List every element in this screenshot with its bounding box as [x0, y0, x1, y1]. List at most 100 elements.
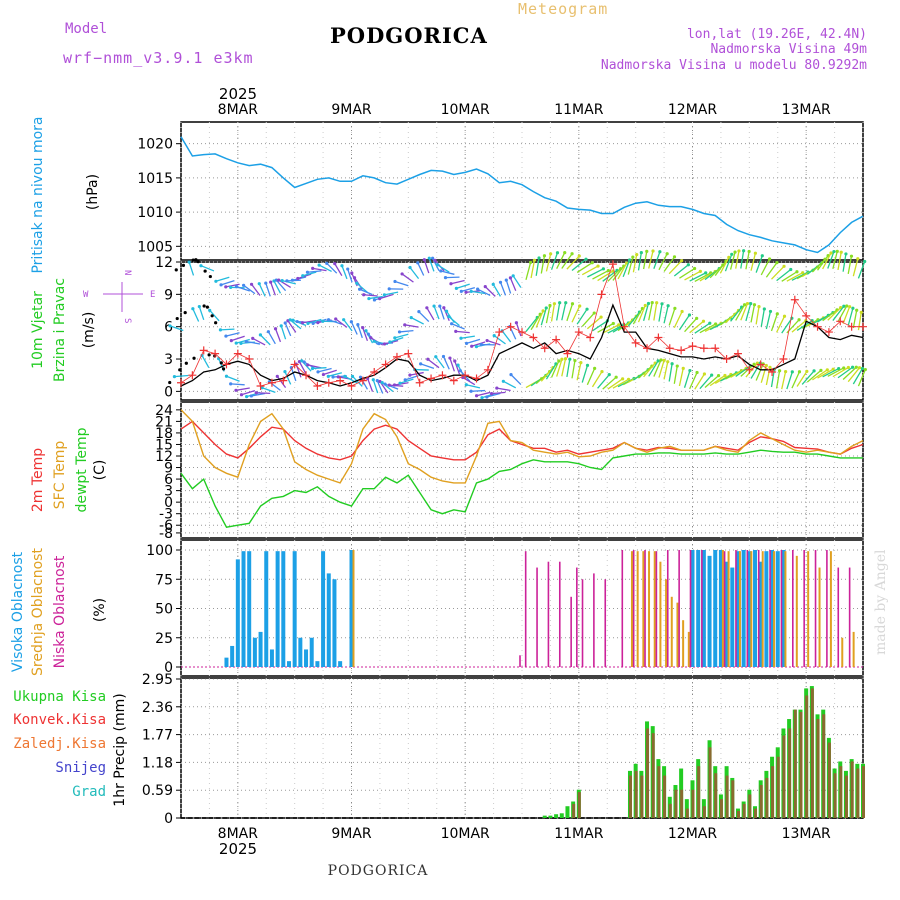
wind-arrow — [760, 308, 765, 327]
wind-gust-line — [180, 262, 863, 387]
cloud-high-bar — [230, 645, 235, 667]
wind-arrow-head — [621, 377, 625, 381]
wind-arrow — [811, 258, 826, 273]
wind-arrow-head — [851, 306, 855, 310]
wind-arrow — [477, 288, 491, 296]
cloud-low-bar — [666, 550, 669, 667]
wind-arrow-head — [665, 252, 669, 256]
date-label-top-4: 12MAR — [668, 102, 717, 118]
model-label: Model — [65, 21, 107, 37]
y-tick-label: 100 — [146, 543, 173, 559]
wind-arrow-head — [529, 260, 533, 265]
wind-arrow-head — [585, 363, 590, 367]
wind-arrow-head — [326, 374, 330, 378]
wind-arrow — [852, 310, 858, 329]
wind-arrow — [592, 269, 609, 280]
wind-arrow-head — [454, 329, 458, 333]
wind-arrow-head — [192, 356, 196, 360]
wind-arrow-head — [393, 336, 397, 340]
wind-arrow-head — [283, 321, 287, 325]
wind-arrow-head — [797, 370, 802, 374]
wind-arrow — [775, 370, 781, 389]
y-tick-label: 3 — [164, 484, 173, 500]
wind-arrow-head — [194, 258, 198, 262]
wind-arrow — [209, 355, 214, 368]
wind-arrow — [832, 366, 849, 378]
page-title: PODGORICA — [330, 23, 488, 48]
wind-arrow-head — [469, 389, 473, 393]
wind-arrow-head — [498, 280, 503, 284]
wind-arrow — [220, 328, 235, 331]
cloud-mid-bar — [773, 551, 776, 667]
wind-arrow-head — [537, 256, 541, 260]
wind-arrow-head — [283, 370, 287, 374]
precip-total-bar — [542, 815, 547, 818]
wind-arrow — [556, 359, 563, 377]
wind-arrow — [493, 335, 506, 345]
wind-arrow-head — [427, 256, 431, 260]
cloud-high-bar — [304, 649, 309, 667]
wind-arrow-head — [441, 354, 446, 359]
wind-arrow-head — [752, 362, 756, 366]
cloud-low-bar — [547, 561, 550, 667]
wind-arrow — [750, 253, 757, 271]
wind-arrow-head — [207, 353, 211, 357]
wind-arrow — [307, 364, 322, 369]
wind-arrow-head — [757, 305, 761, 309]
wind-arrow-head — [277, 278, 281, 282]
wind-arrow — [597, 270, 614, 282]
wind-arrow — [852, 258, 859, 277]
wind-arrow-head — [716, 374, 721, 378]
wind-arrow — [359, 288, 373, 296]
compass-e: E — [150, 290, 155, 300]
wind-arrow-head — [579, 361, 583, 365]
wind-arrow — [512, 275, 522, 288]
wind-arrow — [284, 322, 292, 337]
wind-arrow-head — [336, 375, 340, 379]
wind-arrow-head — [563, 357, 568, 361]
wind-arrow-head — [288, 318, 292, 322]
wind-arrow — [231, 335, 245, 342]
wind-arrow — [492, 284, 501, 297]
wind-arrow-head — [199, 264, 203, 268]
wind-arrow — [198, 306, 205, 321]
wind-arrow — [456, 283, 470, 290]
wind-arrow-head — [172, 375, 177, 379]
wind-arrow — [597, 374, 610, 389]
wind-arrow-head — [801, 271, 805, 275]
wind-arrow-head — [701, 319, 706, 323]
temperature-panel — [180, 409, 864, 528]
wind-arrow — [261, 387, 276, 393]
wind-arrow-head — [398, 381, 402, 385]
temp-sfc-title: SFC Temp — [52, 441, 68, 510]
cloud-unit: (%) — [92, 598, 108, 622]
wind-arrow — [418, 311, 430, 323]
cloud-high-bar — [269, 649, 274, 667]
cloud-low-bar — [519, 655, 521, 667]
wind-arrow — [637, 305, 646, 323]
cloud-low-bar — [632, 550, 635, 667]
footer-title: PODGORICA — [328, 863, 429, 879]
wind-arrow — [684, 317, 698, 333]
wind-arrow — [847, 256, 853, 274]
wind-arrow-head — [480, 396, 484, 400]
wind-arrow-head — [680, 309, 684, 314]
wind-arrow-head — [229, 338, 233, 343]
wind-arrow-head — [570, 252, 574, 256]
wind-arrow — [755, 255, 763, 273]
wind-arrow — [550, 360, 560, 378]
wind-arrow-head — [514, 321, 519, 325]
cloud-low-bar — [593, 573, 595, 667]
wind-arrow-head — [599, 315, 603, 319]
cloud-low-bar — [689, 550, 692, 667]
wind-arrow — [323, 369, 337, 376]
legend-rain-conv: Konvek.Kisa — [13, 712, 106, 728]
wind-arrow — [428, 257, 435, 272]
pressure-line — [180, 136, 864, 254]
wind-arrow — [852, 368, 864, 385]
wind-arrow-head — [425, 306, 429, 310]
top-date-labels: 8MAR 9MAR 10MAR 11MAR 12MAR 13MAR — [218, 102, 831, 118]
cloud-high-bar — [224, 657, 229, 667]
wind-arrow — [545, 305, 551, 324]
wind-arrow — [556, 252, 566, 269]
